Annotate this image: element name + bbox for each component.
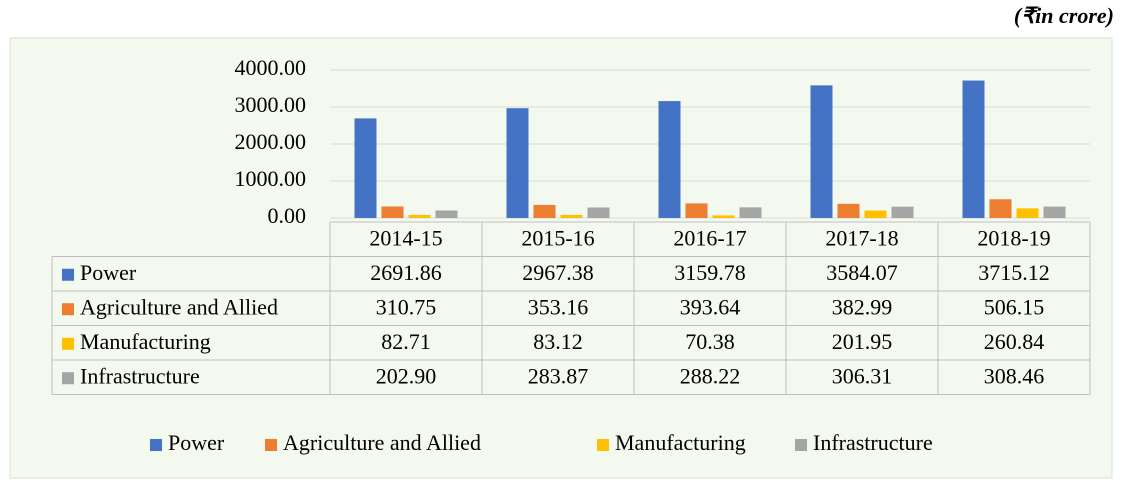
legend-label: Infrastructure [813,430,933,455]
y-tick-label: 1000.00 [235,166,307,191]
bar [891,206,914,218]
x-tick-label: 2015-16 [521,225,594,250]
bar [837,203,860,218]
table-cell: 70.38 [685,329,735,354]
bar [587,207,610,218]
bar [739,207,762,218]
table-cell: 3715.12 [978,260,1050,285]
bar [810,85,833,219]
legend-swatch [265,439,277,451]
bar [1016,208,1039,218]
table-cell: 310.75 [376,294,437,319]
legend-swatch [597,439,609,451]
table-cell: 506.15 [984,294,1045,319]
chart-frame [9,37,1113,479]
bar [989,199,1012,218]
table-cell: 306.31 [832,363,893,388]
legend-label: Power [168,430,225,455]
legend-key [62,372,74,385]
y-tick-label: 4000.00 [235,55,307,80]
legend-key [62,268,74,281]
bar [962,80,985,218]
x-tick-label: 2016-17 [673,225,746,250]
table-cell: 353.16 [528,294,589,319]
table-cell: 201.95 [832,329,893,354]
table-cell: 260.84 [984,329,1045,354]
bar [381,206,404,218]
bar [864,210,887,218]
x-tick-label: 2017-18 [825,225,898,250]
legend-key [62,337,74,350]
y-tick-label: 2000.00 [235,129,307,154]
bar [435,210,458,218]
table-cell: 3159.78 [674,260,746,285]
y-tick-label: 3000.00 [235,92,307,117]
bar [533,204,556,218]
x-tick-label: 2018-19 [977,225,1050,250]
legend-key [62,303,74,316]
legend-swatch [795,439,807,451]
table-row-label: Infrastructure [80,363,200,388]
bar [658,101,681,218]
table-cell: 382.99 [832,294,893,319]
table-cell: 308.46 [984,363,1045,388]
x-tick-label: 2014-15 [369,225,442,250]
table-row-label: Agriculture and Allied [80,294,278,319]
table-cell: 3584.07 [826,260,898,285]
y-tick-label: 0.00 [268,203,307,228]
table-cell: 2691.86 [370,260,442,285]
table-cell: 82.71 [381,329,431,354]
table-cell: 2967.38 [522,260,594,285]
table-cell: 393.64 [680,294,741,319]
bar [1043,206,1066,218]
legend-label: Manufacturing [615,430,746,455]
table-cell: 202.90 [376,363,437,388]
table-row-label: Power [80,260,137,285]
table-cell: 83.12 [533,329,583,354]
bar [354,118,377,218]
bar [560,214,583,218]
table-row-label: Manufacturing [80,329,211,354]
bar [506,108,529,218]
unit-note: (₹in crore) [1014,3,1114,28]
bar [408,214,431,218]
table-cell: 288.22 [680,363,741,388]
legend-label: Agriculture and Allied [283,430,481,455]
legend-swatch [150,439,162,451]
table-cell: 283.87 [528,363,589,388]
bar [712,215,735,218]
bar [685,203,708,218]
